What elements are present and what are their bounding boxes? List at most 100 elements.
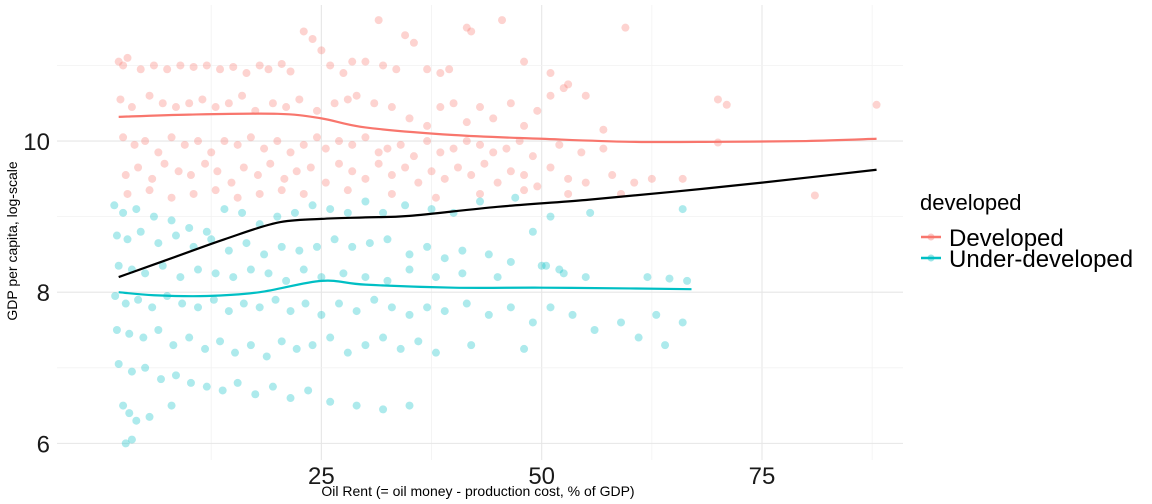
point-under-developed <box>154 239 163 248</box>
point-under-developed <box>112 326 121 334</box>
point-under-developed <box>194 303 202 312</box>
point-developed <box>273 137 282 146</box>
y-axis-title: GDP per capita, log-scale <box>4 161 20 320</box>
point-under-developed <box>277 337 286 346</box>
point-under-developed <box>617 318 625 327</box>
point-developed <box>546 69 555 78</box>
point-developed <box>201 159 210 168</box>
grid-lines <box>57 5 903 460</box>
point-developed <box>149 61 158 70</box>
point-developed <box>361 133 370 142</box>
x-tick-label: 75 <box>749 463 776 490</box>
point-under-developed <box>383 235 392 244</box>
point-under-developed <box>154 326 163 334</box>
point-developed <box>361 57 370 66</box>
point-under-developed <box>216 337 225 346</box>
point-under-developed <box>330 235 339 244</box>
point-developed <box>306 163 315 172</box>
point-under-developed <box>139 333 148 342</box>
point-developed <box>678 174 687 183</box>
point-developed <box>387 103 396 112</box>
point-developed <box>335 137 343 146</box>
point-developed <box>409 152 418 161</box>
point-developed <box>185 99 194 108</box>
point-developed <box>423 121 432 130</box>
point-under-developed <box>134 295 143 304</box>
point-under-developed <box>652 310 661 319</box>
point-developed <box>476 103 484 112</box>
point-developed <box>158 99 167 108</box>
point-under-developed <box>405 401 414 410</box>
point-developed <box>405 114 414 123</box>
point-under-developed <box>127 367 136 376</box>
point-under-developed <box>506 257 515 266</box>
point-under-developed <box>148 303 157 312</box>
point-under-developed <box>229 273 238 282</box>
point-developed <box>233 193 242 202</box>
point-under-developed <box>678 318 687 327</box>
point-under-developed <box>207 235 216 244</box>
point-developed <box>449 144 458 153</box>
point-developed <box>431 193 440 202</box>
point-developed <box>599 125 608 134</box>
point-developed <box>581 91 590 100</box>
y-tick-label: 10 <box>23 129 50 156</box>
point-developed <box>253 171 262 180</box>
point-under-developed <box>112 231 121 240</box>
point-under-developed <box>211 269 220 278</box>
point-developed <box>498 16 507 25</box>
point-developed <box>436 69 445 78</box>
point-under-developed <box>149 212 158 221</box>
point-under-developed <box>132 416 141 425</box>
point-developed <box>462 23 471 32</box>
point-under-developed <box>493 273 502 282</box>
legend-key-developed: Developed <box>921 225 1064 252</box>
point-developed <box>119 61 128 70</box>
point-under-developed <box>379 208 388 217</box>
point-under-developed <box>271 295 280 304</box>
point-developed <box>423 65 432 74</box>
point-developed <box>713 95 722 104</box>
point-developed <box>564 174 573 183</box>
smooth-line-developed <box>118 112 877 144</box>
point-under-developed <box>326 205 335 214</box>
point-developed <box>348 57 357 66</box>
point-developed <box>462 118 471 127</box>
point-developed <box>123 53 132 62</box>
point-developed <box>361 174 370 183</box>
point-developed <box>130 140 139 149</box>
point-developed <box>211 103 220 112</box>
point-developed <box>520 186 529 195</box>
point-developed <box>242 69 251 78</box>
point-under-developed <box>396 344 405 353</box>
point-developed <box>167 133 176 142</box>
point-under-developed <box>546 212 555 221</box>
point-developed <box>220 137 229 146</box>
point-developed <box>608 171 617 180</box>
point-under-developed <box>379 333 388 342</box>
point-developed <box>467 171 476 180</box>
point-developed <box>264 65 273 74</box>
point-under-developed <box>484 310 493 319</box>
point-developed <box>343 95 352 104</box>
point-under-developed <box>343 348 352 357</box>
point-developed <box>260 144 269 153</box>
point-under-developed <box>387 303 396 312</box>
point-developed <box>546 91 555 100</box>
point-developed <box>436 148 445 157</box>
point-under-developed <box>178 299 187 308</box>
point-developed <box>630 178 639 187</box>
point-under-developed <box>586 208 595 217</box>
point-developed <box>317 46 326 55</box>
point-developed <box>246 133 255 142</box>
point-developed <box>520 121 529 130</box>
point-developed <box>292 167 301 176</box>
point-developed <box>198 95 207 104</box>
point-developed <box>299 27 308 36</box>
point-under-developed <box>158 261 167 270</box>
legend-key-under-developed: Under-developed <box>921 246 1133 273</box>
point-under-developed <box>121 299 130 308</box>
point-developed <box>467 27 476 36</box>
